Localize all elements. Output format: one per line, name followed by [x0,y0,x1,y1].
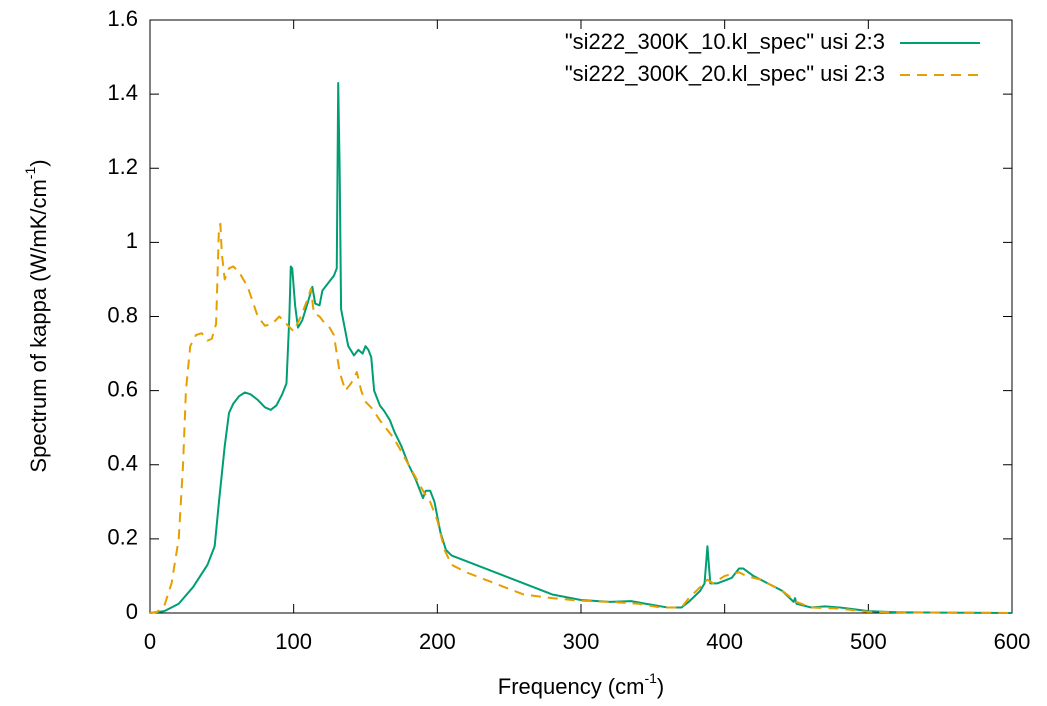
legend-label: "si222_300K_10.kl_spec" usi 2:3 [565,29,885,54]
x-tick-label: 500 [850,629,887,654]
x-tick-label: 600 [994,629,1031,654]
y-label-end: ) [26,159,51,166]
y-tick-label: 1.6 [107,6,138,31]
y-label-main: Spectrum of kappa (W/mK/cm [26,179,51,472]
y-label-sup: -1 [22,167,38,180]
x-label-end: ) [657,674,664,699]
y-tick-label: 1.2 [107,154,138,179]
x-axis-label: Frequency (cm-1) [498,670,665,699]
x-tick-label: 100 [275,629,312,654]
x-tick-label: 0 [144,629,156,654]
x-label-main: Frequency (cm [498,674,645,699]
x-tick-label: 400 [706,629,743,654]
y-tick-label: 1 [126,228,138,253]
y-tick-label: 0.2 [107,525,138,550]
y-tick-label: 0.4 [107,451,138,476]
legend-label: "si222_300K_20.kl_spec" usi 2:3 [565,61,885,86]
y-tick-label: 0.8 [107,302,138,327]
y-tick-label: 0 [126,599,138,624]
series-line [149,82,1013,614]
x-tick-label: 300 [563,629,600,654]
x-label-sup: -1 [644,670,657,686]
y-tick-label: 1.4 [107,80,138,105]
series-line [149,222,1013,614]
x-tick-label: 200 [419,629,456,654]
y-axis-label: Spectrum of kappa (W/mK/cm-1) [22,159,51,472]
y-tick-label: 0.6 [107,376,138,401]
